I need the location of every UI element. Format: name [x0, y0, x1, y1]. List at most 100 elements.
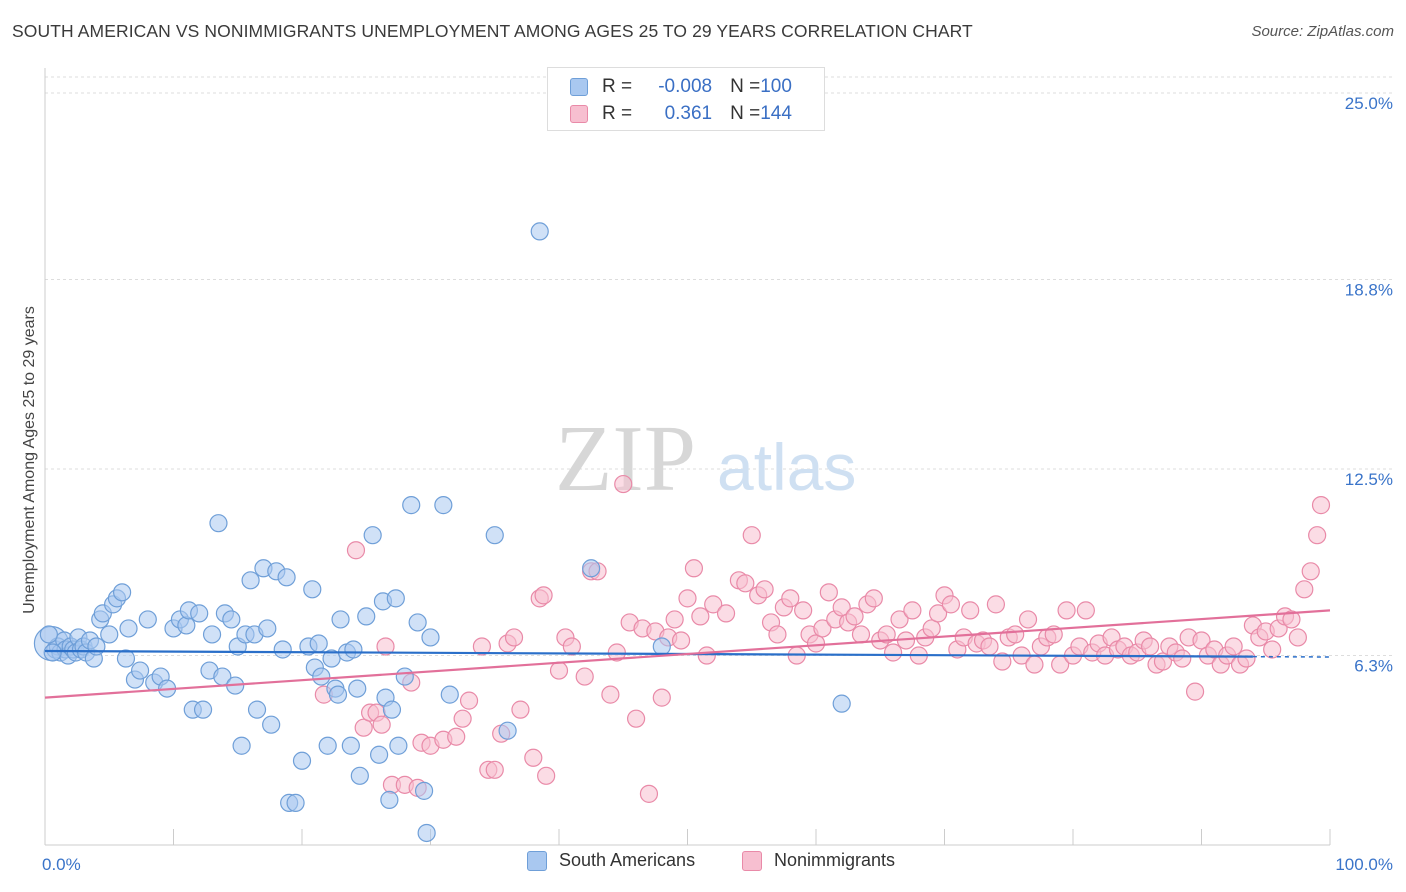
south-americans-point — [440, 685, 459, 704]
nonimmigrants-point — [877, 625, 896, 644]
south-americans-point — [116, 649, 136, 668]
legend-label: South Americans — [559, 850, 696, 870]
watermark-atlas: atlas — [717, 430, 856, 504]
nonimmigrants-point — [691, 607, 710, 626]
south-americans-point — [386, 589, 405, 608]
nonimmigrants-trend-line — [44, 609, 1331, 699]
south-americans-point — [177, 616, 196, 635]
nonimmigrants-point — [1076, 601, 1095, 620]
nonimmigrants-point — [819, 583, 838, 602]
nonimmigrants-point — [1057, 601, 1076, 620]
chart-title: SOUTH AMERICAN VS NONIMMIGRANTS UNEMPLOY… — [12, 21, 973, 41]
tick-labels: 6.3% 12.5% 18.8% 25.0% 0.0% 100.0% — [42, 94, 1393, 874]
legend-item-nonimmigrants[interactable]: Nonimmigrants — [742, 850, 895, 871]
pink-swatch — [570, 105, 588, 123]
series-legend: South Americans Nonimmigrants — [0, 850, 1406, 878]
nonimmigrants-point — [697, 646, 716, 665]
nonimmigrants-point — [459, 691, 479, 710]
legend-r-label: R = — [602, 103, 633, 124]
nonimmigrants-point — [511, 700, 530, 719]
south-americans-point — [485, 526, 504, 545]
legend-n-value: 100 — [760, 76, 792, 97]
nonimmigrants-point — [993, 652, 1012, 671]
nonimmigrants-point — [928, 604, 948, 623]
nonimmigrants-point — [883, 643, 903, 662]
south-americans-point — [357, 607, 376, 626]
y-tick-label: 25.0% — [1345, 94, 1393, 113]
legend-row-south-americans: R = -0.008 N = 100 — [570, 74, 792, 100]
nonimmigrants-point — [1301, 562, 1320, 581]
south-americans-point — [344, 640, 363, 659]
nonimmigrants-point — [704, 595, 723, 614]
south-americans-point — [417, 823, 436, 843]
south-americans-point — [363, 526, 382, 545]
nonimmigrants-point — [1311, 496, 1331, 515]
nonimmigrants-point — [485, 760, 504, 779]
south-americans-point — [130, 661, 150, 680]
south-americans-point — [380, 790, 399, 809]
nonimmigrants-point — [986, 595, 1006, 614]
nonimmigrants-point — [626, 709, 646, 728]
south-americans-point — [408, 613, 427, 632]
south-americans-point — [222, 610, 241, 629]
south-americans-point — [341, 736, 360, 755]
south-americans-point — [138, 610, 157, 629]
south-americans-point — [389, 736, 408, 755]
south-americans-point — [258, 619, 277, 638]
south-americans-point — [414, 781, 434, 800]
source-credit: Source: ZipAtlas.com — [1251, 23, 1394, 40]
nonimmigrants-point — [890, 610, 909, 629]
south-americans-point — [209, 514, 228, 533]
south-americans-point — [382, 700, 402, 719]
nonimmigrants-point — [639, 784, 659, 803]
south-americans-point — [530, 222, 549, 241]
nonimmigrants-point — [1288, 628, 1307, 647]
nonimmigrants-point — [549, 661, 569, 680]
nonimmigrants-point — [813, 619, 832, 638]
south-americans-point — [322, 649, 341, 668]
nonimmigrants-point — [832, 598, 851, 617]
nonimmigrants-point — [755, 580, 774, 599]
south-americans-point — [292, 751, 312, 770]
y-tick-label: 18.8% — [1345, 281, 1393, 300]
south-americans-point — [434, 496, 453, 515]
south-americans-point — [241, 571, 260, 590]
nonimmigrants-point — [1018, 610, 1038, 629]
nonimmigrants-point — [1237, 649, 1256, 668]
south-americans-point — [348, 679, 367, 698]
nonimmigrants-point — [794, 601, 813, 620]
legend-n-value: 144 — [760, 103, 792, 124]
nonimmigrants-point — [1224, 637, 1243, 656]
nonimmigrants-point — [537, 766, 556, 785]
south-americans-point — [582, 559, 601, 578]
pink-swatch — [742, 850, 762, 871]
south-americans-point — [402, 496, 421, 515]
blue-swatch — [527, 850, 547, 871]
nonimmigrants-point — [1006, 625, 1025, 644]
nonimmigrants-point — [742, 526, 761, 545]
legend-n-label: N = — [730, 76, 761, 97]
nonimmigrants-point — [845, 607, 864, 626]
nonimmigrants-point — [1263, 640, 1282, 659]
nonimmigrants-point — [453, 709, 472, 728]
nonimmigrants-point — [768, 625, 787, 644]
nonimmigrants-point — [575, 667, 594, 686]
legend-r-value: -0.008 — [658, 76, 713, 97]
nonimmigrants-point — [678, 589, 697, 608]
nonimmigrants-point — [376, 637, 395, 656]
south-americans-point — [303, 580, 322, 599]
nonimmigrants-point — [922, 619, 941, 638]
legend-item-south-americans[interactable]: South Americans — [527, 850, 695, 871]
nonimmigrants-point — [736, 574, 755, 593]
blue-swatch — [570, 78, 588, 96]
south-americans-point — [100, 625, 119, 644]
nonimmigrants-point — [607, 643, 626, 662]
south-americans-point — [421, 628, 440, 647]
south-americans-point — [87, 637, 106, 656]
nonimmigrants-point — [1282, 610, 1301, 629]
south-americans-point — [43, 643, 62, 662]
nonimmigrants-point — [534, 586, 553, 605]
south-americans-point — [193, 700, 213, 719]
trend-lines — [44, 609, 1331, 699]
